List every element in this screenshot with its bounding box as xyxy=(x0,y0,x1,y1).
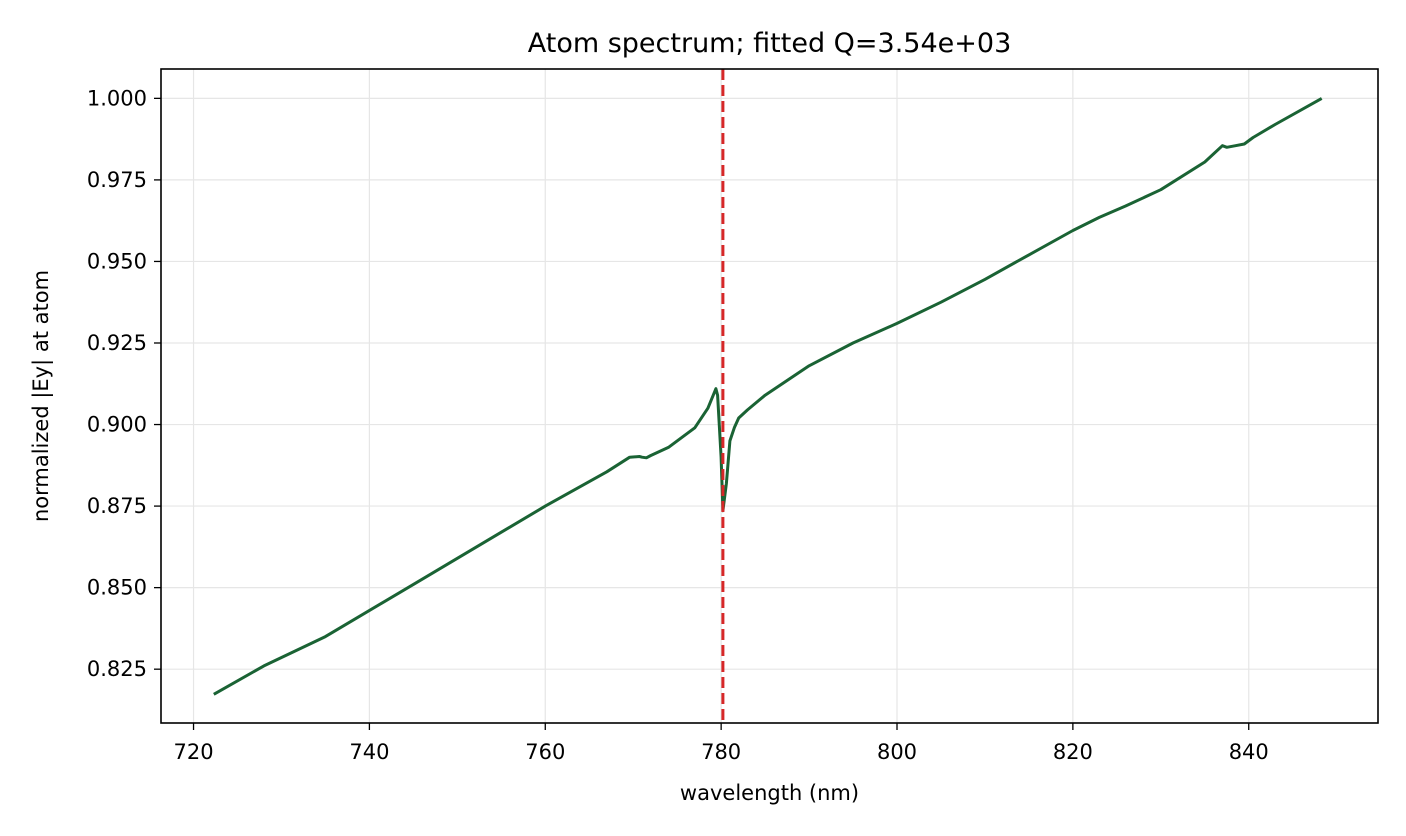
y-tick-label: 0.825 xyxy=(87,657,147,681)
spectrum-line xyxy=(213,97,1323,696)
y-tick-label: 0.925 xyxy=(87,331,147,355)
y-tick-label: 0.950 xyxy=(87,249,147,273)
y-tick-label: 0.850 xyxy=(87,576,147,600)
x-tick-label: 780 xyxy=(701,740,741,764)
y-tick-label: 0.975 xyxy=(87,168,147,192)
y-tick-label: 1.000 xyxy=(87,86,147,110)
x-tick-label: 740 xyxy=(349,740,389,764)
chart-title: Atom spectrum; fitted Q=3.54e+03 xyxy=(528,28,1012,59)
y-tick-label: 0.875 xyxy=(87,494,147,518)
axis-ticks: 720 740 760 780 800 820 840 0.825 0.850 0.875 0.90… xyxy=(87,86,1269,764)
x-tick-label: 760 xyxy=(525,740,565,764)
x-axis-label: wavelength (nm) xyxy=(680,781,859,805)
x-tick-label: 720 xyxy=(173,740,213,764)
y-tick-label: 0.900 xyxy=(87,413,147,437)
x-tick-label: 840 xyxy=(1229,740,1269,764)
plot-frame xyxy=(160,68,1379,724)
x-tick-label: 820 xyxy=(1053,740,1093,764)
y-axis-label: normalized |Ey| at atom xyxy=(29,270,54,522)
x-tick-label: 800 xyxy=(877,740,917,764)
plot-data xyxy=(213,69,1323,723)
